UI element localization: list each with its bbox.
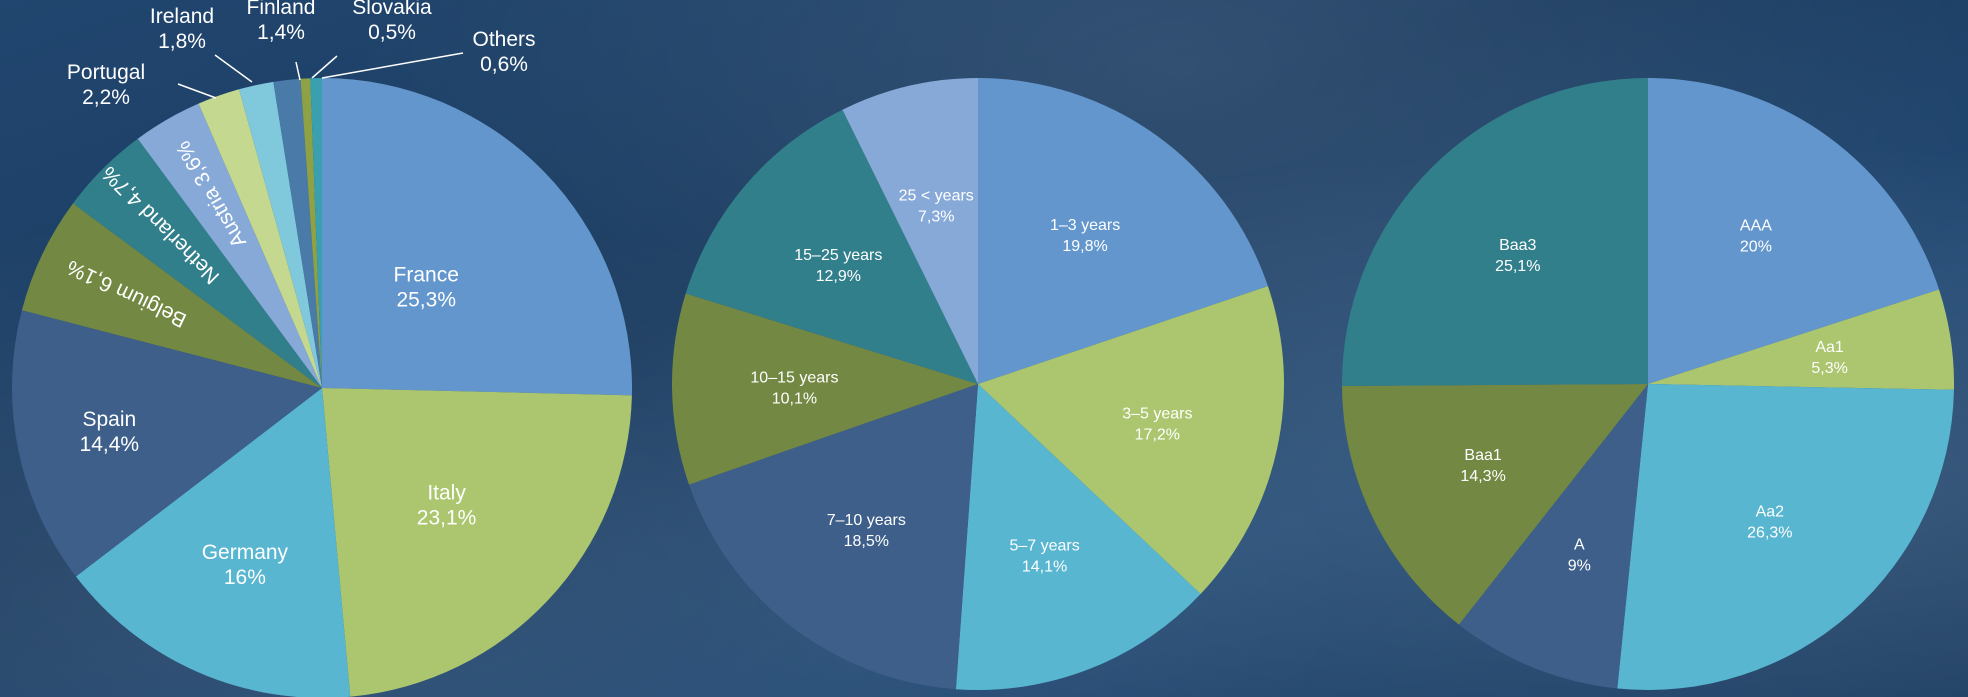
slice-label-finland: Finland 1,4% [247, 0, 316, 44]
slice-label-aa1: Aa1 5,3% [1811, 339, 1847, 377]
pie-slice-portugal [198, 89, 322, 388]
pie-chart-3: AAA 20% Aa1 5,3% Aa2 26,3% A 9% Baa1 14,3% Baa3 25,… [1342, 78, 1955, 691]
pie-slice-austria [137, 103, 322, 389]
pie-slice-italy [322, 388, 632, 697]
pie-slice-25-years [842, 78, 978, 384]
slice-label-germany: Germany 16% [202, 541, 289, 589]
pie-slice-1-3-years [978, 78, 1268, 384]
pie-slice-spain [12, 310, 323, 577]
pie-slice-belgium [21, 203, 322, 388]
slice-label-15-25-years: 15–25 years 12,9% [794, 247, 882, 285]
slice-label-7-10-years: 7–10 years 18,5% [827, 512, 906, 550]
slice-label-portugal: Portugal 2,2% [67, 61, 145, 109]
pie-slice-7-10-years [689, 384, 978, 690]
pie-slice-slovakia [300, 78, 322, 388]
slice-label-1-3-years: 1–3 years 19,8% [1050, 217, 1120, 255]
pie-slice-germany [75, 388, 351, 697]
slice-label-italy: Italy 23,1% [417, 481, 477, 529]
slice-label-5-7-years: 5–7 years 14,1% [1009, 537, 1079, 575]
slice-label-a: A 9% [1568, 537, 1591, 575]
leader-line-others [321, 52, 464, 79]
pie-slice-baa1 [1342, 384, 1648, 625]
slice-label-spain: Spain 14,4% [80, 408, 140, 456]
slice-label-3-5-years: 3–5 years 17,2% [1122, 406, 1192, 444]
pie-slice-finland [273, 78, 322, 389]
pie-slice-3-5-years [978, 286, 1284, 594]
pie-slice-aa2 [1617, 384, 1954, 691]
leader-line-ireland [214, 54, 253, 83]
pie-slice-5-7-years [955, 384, 1201, 691]
slice-label-25-years: 25 < years 7,3% [899, 187, 974, 225]
slice-label-baa3: Baa3 25,1% [1495, 237, 1540, 275]
pie-chart-1: France 25,3% Italy 23,1% Germany 16% Spain 14,4… [12, 0, 632, 697]
pie-slice-others [310, 77, 322, 388]
pie-slice-15-25-years [685, 109, 978, 384]
leader-line-finland [295, 61, 301, 81]
pie-slice-ireland [239, 81, 322, 388]
slice-label-aa2: Aa2 26,3% [1747, 504, 1792, 542]
slice-label-10-15-years: 10–15 years 10,1% [750, 369, 838, 407]
pie-slice-netherland [73, 138, 322, 388]
slice-label-france: France 25,3% [394, 263, 459, 311]
pie-slice-aaa [1648, 78, 1940, 384]
pie-slice-aa1 [1648, 289, 1955, 390]
slice-label-others: Others 0,6% [472, 28, 535, 76]
leader-line-portugal [177, 83, 217, 99]
slice-label-aaa: AAA 20% [1740, 218, 1772, 256]
pie-slice-10-15-years [672, 293, 978, 485]
slice-label-ireland: Ireland 1,8% [150, 5, 214, 53]
pie-slice-baa3 [1342, 78, 1648, 386]
pie-chart-2: 1–3 years 19,8% 3–5 years 17,2% 5–7 years 14,… [672, 78, 1284, 691]
leader-line-slovakia [311, 55, 338, 79]
slice-label-slovakia: Slovakia 0,5% [352, 0, 432, 44]
slice-label-baa1: Baa1 14,3% [1460, 447, 1505, 485]
pie-slice-france [322, 78, 632, 396]
pie-slice-a [1458, 384, 1648, 689]
